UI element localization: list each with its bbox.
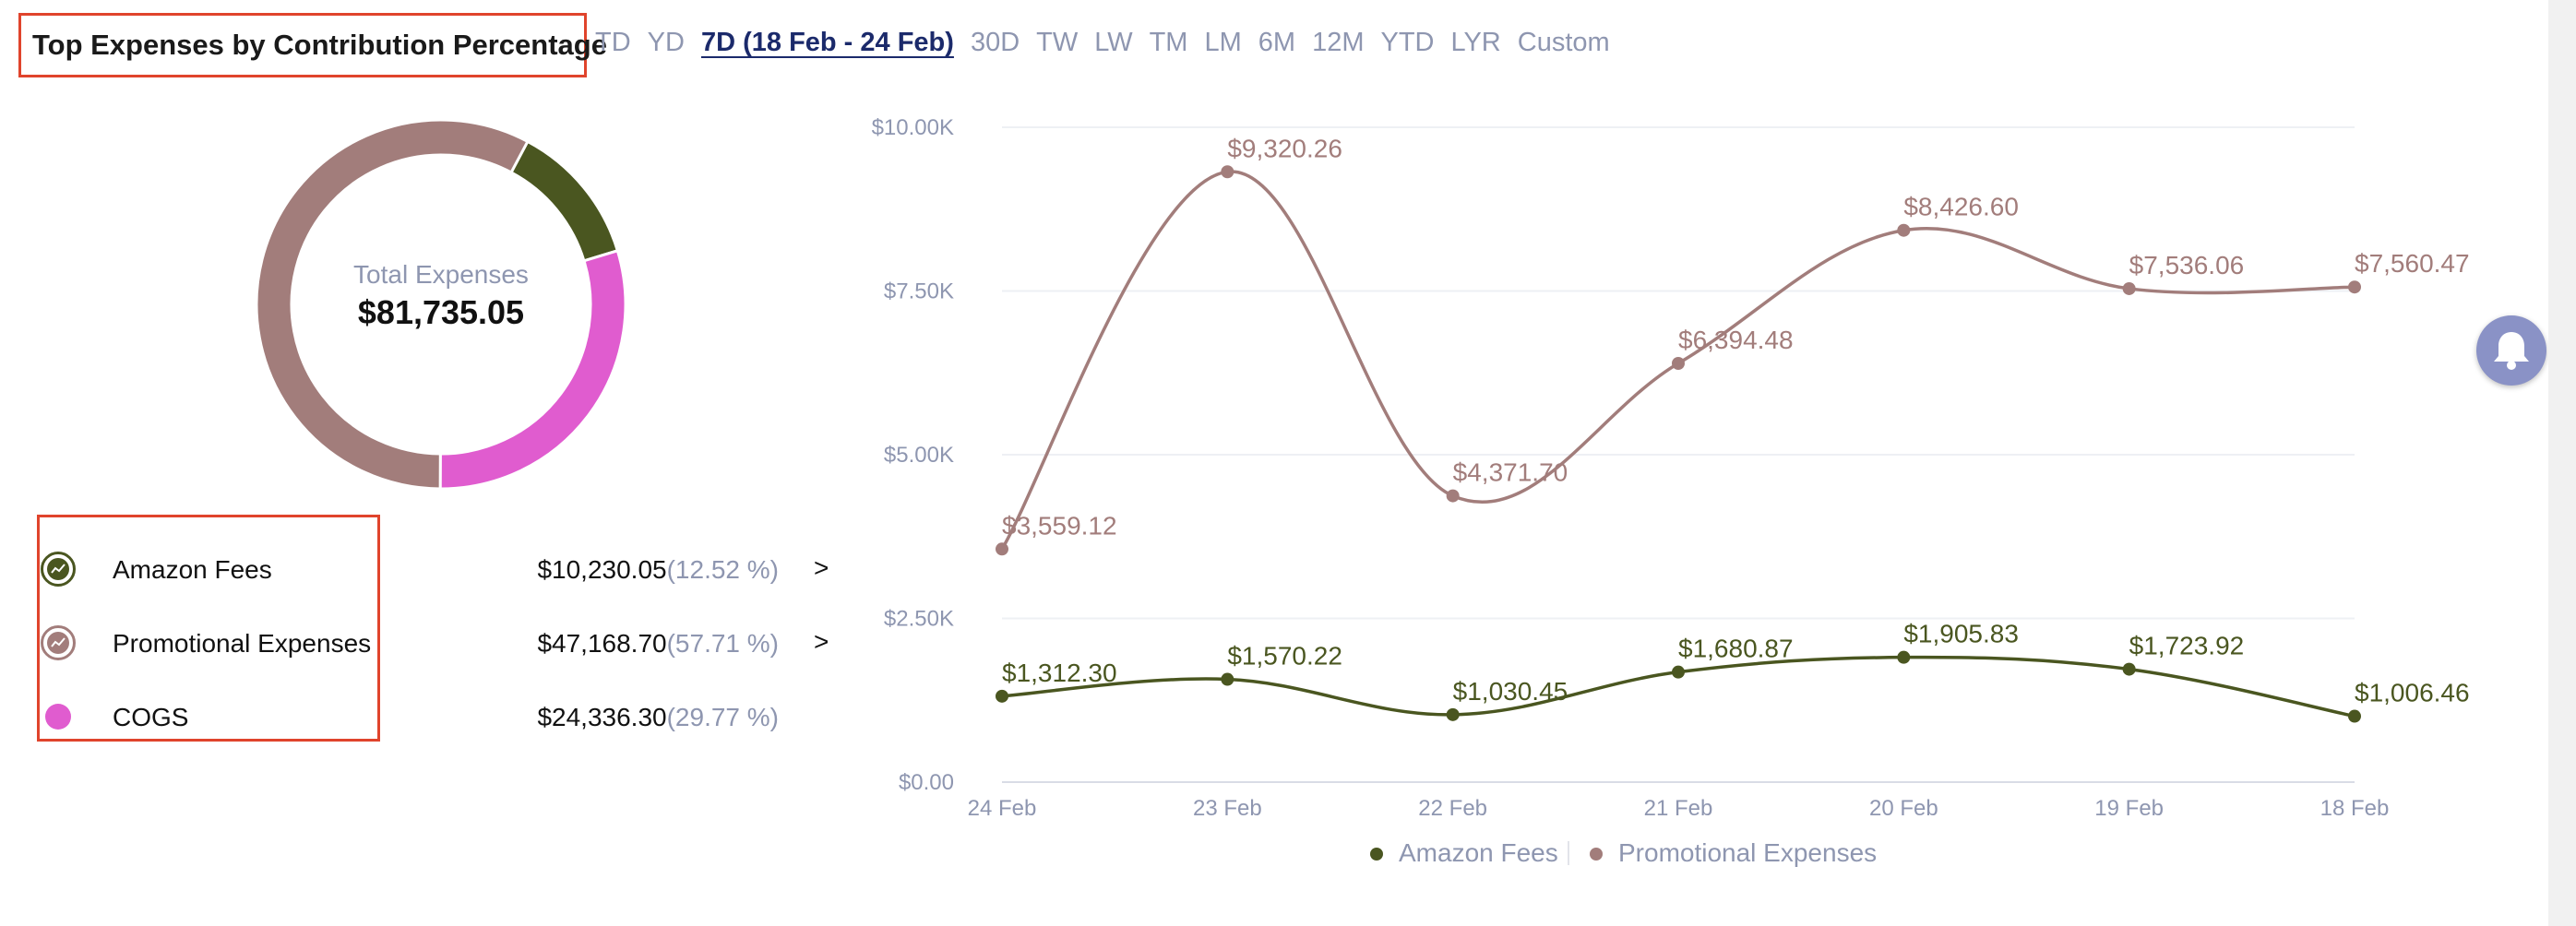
expense-row: COGS $24,336.30(29.77 %) <box>41 690 853 745</box>
y-tick-label: $10.00K <box>872 115 954 140</box>
y-tick-label: $5.00K <box>884 443 954 468</box>
data-point[interactable] <box>1446 489 1460 503</box>
expand-arrow-icon[interactable]: > <box>814 627 829 656</box>
range-option[interactable]: LYR <box>1450 28 1501 57</box>
legend-label[interactable]: Amazon Fees <box>1399 838 1558 867</box>
total-expenses-label: Total Expenses <box>353 260 529 289</box>
expense-amount: $47,168.70 <box>537 629 667 658</box>
donut-slice[interactable] <box>255 118 530 491</box>
data-point[interactable] <box>1446 707 1460 721</box>
range-option[interactable]: TM <box>1149 28 1188 57</box>
x-tick-label: 18 Feb <box>2320 796 2390 821</box>
expense-amount: $10,230.05 <box>537 555 667 584</box>
legend-highlight-box <box>37 515 380 742</box>
data-point[interactable] <box>996 542 1008 556</box>
data-label: $9,320.26 <box>1227 134 1342 162</box>
range-option[interactable]: TD <box>595 28 631 57</box>
x-tick-label: 22 Feb <box>1418 796 1487 821</box>
expense-amount: $24,336.30 <box>537 703 667 731</box>
expense-percentage: (29.77 %) <box>666 703 779 731</box>
range-option[interactable]: 7D (18 Feb - 24 Feb) <box>700 28 954 57</box>
data-point[interactable] <box>1897 223 1911 237</box>
range-option[interactable]: TW <box>1036 28 1079 57</box>
expense-percentage: (12.52 %) <box>666 555 779 584</box>
data-label: $1,680.87 <box>1678 635 1794 663</box>
data-label: $6,394.48 <box>1678 326 1794 354</box>
data-point[interactable] <box>996 689 1008 703</box>
series-line <box>1000 170 2355 551</box>
range-option[interactable]: LW <box>1094 28 1133 57</box>
x-tick-label: 24 Feb <box>968 796 1037 821</box>
y-tick-label: $7.50K <box>884 279 954 304</box>
x-tick-label: 19 Feb <box>2094 796 2164 821</box>
range-option[interactable]: 6M <box>1258 28 1296 57</box>
data-label: $1,570.22 <box>1227 642 1342 671</box>
data-label: $4,371.70 <box>1453 458 1568 487</box>
expense-donut-chart <box>255 118 627 491</box>
expense-value: $24,336.30(29.77 %) <box>537 703 779 732</box>
widget-title: Top Expenses by Contribution Percentage <box>32 29 607 61</box>
legend-marker[interactable] <box>1590 848 1603 861</box>
color-dot-icon <box>45 704 71 730</box>
data-point[interactable] <box>1221 672 1234 686</box>
data-label: $1,905.83 <box>1903 620 2019 648</box>
expense-row[interactable]: Promotional Expenses $47,168.70(57.71 %) > <box>41 616 853 671</box>
date-range-selector: TD YD 7D (18 Feb - 24 Feb) 30D TW LW TM LM 6M 12M… <box>595 28 1610 58</box>
range-option[interactable]: 12M <box>1312 28 1365 57</box>
notification-bell-button[interactable] <box>2476 315 2546 386</box>
expense-name: Amazon Fees <box>113 555 272 584</box>
data-point[interactable] <box>2122 662 2136 676</box>
y-tick-label: $0.00 <box>899 770 954 795</box>
expense-name: COGS <box>113 703 189 731</box>
range-option[interactable]: 30D <box>970 28 1020 57</box>
trend-chart-icon <box>41 552 76 587</box>
data-point[interactable] <box>2122 281 2136 295</box>
page-scrollbar[interactable] <box>2548 0 2576 926</box>
data-point[interactable] <box>2348 280 2361 294</box>
expense-trend-line-chart: $0.00 $2.50K $5.00K $7.50K $10.00K 24 Feb 23 F… <box>872 115 2470 867</box>
expense-percentage: (57.71 %) <box>666 629 779 658</box>
data-label: $7,560.47 <box>2355 249 2470 278</box>
data-label: $1,030.45 <box>1453 677 1568 706</box>
bell-icon <box>2494 332 2529 370</box>
donut-slice[interactable] <box>509 139 620 263</box>
data-point[interactable] <box>1672 356 1685 370</box>
expense-row[interactable]: Amazon Fees $10,230.05(12.52 %) > <box>41 542 853 598</box>
data-point[interactable] <box>1897 650 1911 664</box>
total-expenses-value: $81,735.05 <box>357 293 525 331</box>
data-point[interactable] <box>2348 709 2361 723</box>
range-option[interactable]: YD <box>647 28 685 57</box>
range-option[interactable]: LM <box>1204 28 1242 57</box>
data-point[interactable] <box>1672 665 1685 679</box>
x-tick-label: 20 Feb <box>1869 796 1938 821</box>
y-tick-label: $2.50K <box>884 607 954 632</box>
legend-label[interactable]: Promotional Expenses <box>1618 838 1877 867</box>
x-tick-label: 23 Feb <box>1193 796 1262 821</box>
range-option[interactable]: YTD <box>1380 28 1435 57</box>
data-label: $1,723.92 <box>2129 632 2245 660</box>
title-highlight-box: Top Expenses by Contribution Percentage <box>18 13 607 77</box>
expand-arrow-icon[interactable]: > <box>814 553 829 582</box>
data-label: $8,426.60 <box>1903 193 2019 221</box>
data-label: $1,006.46 <box>2355 679 2470 707</box>
expense-value: $10,230.05(12.52 %) <box>537 555 779 585</box>
data-label: $1,312.30 <box>1002 659 1117 687</box>
range-option[interactable]: Custom <box>1517 28 1610 57</box>
expense-value: $47,168.70(57.71 %) <box>537 629 779 659</box>
legend-marker[interactable] <box>1370 848 1383 861</box>
data-label: $7,536.06 <box>2129 251 2245 279</box>
expense-name: Promotional Expenses <box>113 629 372 658</box>
donut-center: Total Expenses $81,735.05 <box>303 260 579 332</box>
data-point[interactable] <box>1221 165 1234 179</box>
data-label: $3,559.12 <box>1002 511 1117 540</box>
trend-chart-icon <box>41 625 76 660</box>
x-tick-label: 21 Feb <box>1644 796 1713 821</box>
